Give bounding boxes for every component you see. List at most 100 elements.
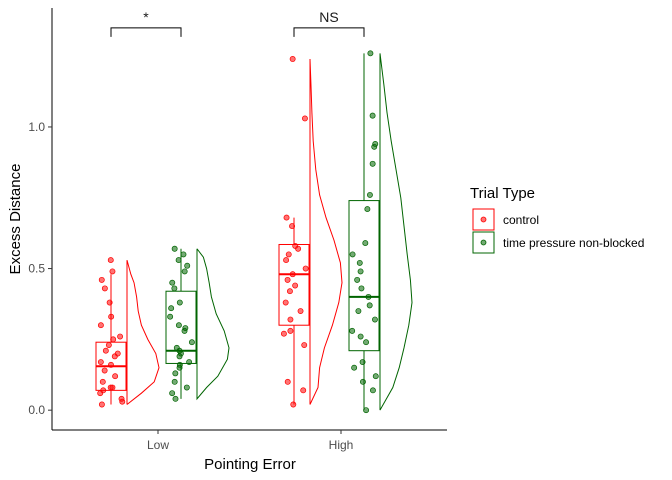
data-point [171,285,178,292]
data-point [97,359,104,365]
data-point [372,373,379,380]
data-point [172,395,179,402]
data-point [284,276,291,283]
data-point [285,251,292,258]
data-point [355,308,362,314]
y-tick-label: 0.0 [28,403,45,417]
x-tick-label: Low [147,438,169,452]
data-point [181,327,188,334]
box-1-1 [348,200,380,352]
data-point [367,50,374,57]
data-point [181,268,188,275]
data-point [105,342,112,348]
axes: 0.0 0.5 1.0 Low High [28,8,447,452]
data-point [349,251,356,258]
data-point [188,339,195,346]
data-point [301,342,308,348]
data-point [169,279,176,286]
data-point [286,288,293,295]
plot-area: * NS [95,9,413,414]
data-point [358,285,365,292]
density-0-0 [126,259,160,406]
data-point [176,299,183,306]
data-point [369,160,376,167]
data-point [287,316,294,323]
data-point [171,378,178,385]
legend-item-time-pressure: time pressure non-blocked [472,231,644,254]
data-point [371,143,378,150]
data-point [290,401,297,408]
data-point [280,330,287,337]
data-point [349,327,356,334]
data-point [372,316,378,323]
legend-item-control: control [472,208,539,231]
data-point [108,361,114,368]
significance-label: * [143,9,149,25]
data-point [107,384,114,391]
data-point [112,373,119,380]
data-point [282,299,289,306]
data-point [366,302,373,309]
data-point [176,364,183,371]
data-point [168,305,175,312]
legend-dot-time-pressure [480,239,487,246]
data-point [117,333,124,340]
data-point [363,407,370,414]
data-point [169,390,176,397]
data-point [186,359,193,365]
data-point [106,299,113,306]
data-point [98,401,105,408]
data-point [97,390,104,397]
data-point [167,313,174,320]
significance-bracket [293,27,365,37]
data-point [107,257,114,264]
data-point [97,322,104,329]
data-point [302,265,309,272]
legend-label-time-pressure: time pressure non-blocked [503,236,644,250]
legend-key-time-pressure [472,231,495,254]
data-point [119,398,126,405]
data-point [284,378,291,385]
data-point [180,251,187,258]
data-point [175,322,182,329]
data-point [102,347,109,354]
data-point [351,364,358,371]
data-point [172,370,179,377]
data-point [292,282,299,289]
data-point [101,285,108,292]
data-point [289,56,296,62]
data-point [363,339,370,346]
data-point [289,223,296,230]
data-point [176,353,183,360]
data-point [183,384,190,391]
data-point [295,245,302,252]
data-point [354,276,361,283]
y-tick-label: 1.0 [28,120,45,134]
legend-title: Trial Type [470,185,535,202]
y-axis-title: Excess Distance [7,164,24,275]
data-point [111,353,118,360]
legend-key-control [472,208,495,231]
x-axis-title: Pointing Error [204,456,296,473]
data-point [297,308,304,314]
data-point [357,268,364,275]
density-1-1 [379,53,413,411]
data-point [171,245,178,252]
legend-dot-control [480,216,487,223]
data-point [287,327,294,334]
data-point [109,268,116,275]
data-point [357,333,364,340]
legend: Trial Type control time pressure non-blo… [470,185,644,254]
density-0-1 [309,58,343,405]
density-1-0 [196,248,230,401]
data-point [101,367,108,374]
data-point [300,387,307,394]
data-point [175,257,182,264]
data-point [283,214,290,221]
data-point [108,313,115,320]
data-point [110,336,117,343]
data-point [184,262,191,269]
data-point [98,276,105,283]
y-tick-label: 0.5 [28,262,45,276]
